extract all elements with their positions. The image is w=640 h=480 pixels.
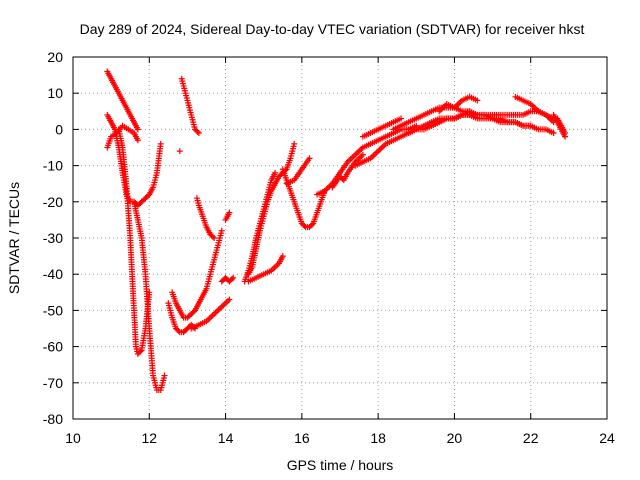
data-point-marker (301, 222, 308, 229)
data-point-marker (550, 130, 557, 137)
data-point-marker (195, 130, 202, 137)
data-point-marker (291, 140, 298, 147)
x-tick-label: 18 (370, 430, 386, 446)
series-arc-r (283, 155, 313, 187)
x-tick-label: 10 (65, 430, 81, 446)
y-tick-label: -20 (43, 194, 63, 210)
plot-frame (72, 56, 608, 420)
data-point-marker (527, 122, 534, 129)
data-point-marker (157, 140, 164, 147)
x-tick-label: 14 (218, 430, 234, 446)
data-point-marker (134, 126, 141, 133)
y-tick-label: -60 (43, 339, 63, 355)
x-tick-label: 12 (141, 430, 157, 446)
series-arc-k (188, 296, 233, 332)
series-arc-i (176, 148, 183, 155)
chart-title: Day 289 of 2024, Sidereal Day-to-day VTE… (80, 21, 585, 37)
data-point-marker (226, 296, 233, 303)
data-point-marker (194, 128, 201, 135)
x-axis-label: GPS time / hours (287, 457, 394, 473)
data-point-marker (175, 327, 182, 334)
series-arc-y (436, 93, 481, 115)
x-tick-label: 16 (294, 430, 310, 446)
data-point-marker (137, 348, 144, 355)
series-arc-x (428, 111, 534, 129)
series-arc-d (115, 126, 153, 357)
series-arc-ac (359, 115, 405, 140)
series-arc-p (245, 253, 286, 285)
data-point-marker (226, 209, 233, 216)
y-tick-label: -80 (43, 411, 63, 427)
y-tick-label: -10 (43, 158, 63, 174)
data-point-marker (474, 97, 481, 104)
series-arc-q (279, 166, 328, 231)
data-point-marker (272, 169, 279, 176)
data-point-marker (145, 192, 152, 199)
series-arc-ab (554, 115, 569, 137)
series-arc-j (193, 195, 218, 241)
data-point-marker (228, 276, 235, 283)
series-arc-v (390, 104, 557, 133)
data-point-marker (279, 253, 286, 260)
data-point-marker (134, 137, 141, 144)
series-arc-c (104, 111, 164, 209)
y-tick-label: 20 (47, 49, 63, 65)
data-point-marker (359, 151, 366, 158)
data-point-marker (562, 130, 569, 137)
axis-ticks: 10 12 14 16 18 20 22 24 20 10 0 -10 -20 -30 -40 -50 -60 -… (43, 49, 615, 446)
y-tick-label: 0 (55, 121, 63, 137)
series-arc-m (222, 209, 233, 223)
data-points (104, 68, 569, 394)
y-tick-label: -50 (43, 302, 63, 318)
series-arc-o (245, 140, 298, 278)
data-point-marker (211, 235, 218, 241)
series-arc-a (104, 122, 141, 151)
data-point-marker (218, 227, 225, 234)
x-tick-label: 24 (599, 430, 615, 446)
x-tick-label: 22 (523, 430, 539, 446)
data-point-marker (209, 233, 216, 240)
data-point-marker (176, 148, 183, 155)
series-arc-b (104, 68, 141, 133)
y-tick-label: -40 (43, 266, 63, 282)
data-point-marker (230, 274, 237, 281)
series-arc-h (178, 75, 202, 137)
data-point-marker (309, 221, 316, 228)
y-axis-label: SDTVAR / TECUs (6, 182, 22, 294)
y-tick-label: -70 (43, 375, 63, 391)
series-arc-z (512, 93, 557, 126)
y-tick-label: 10 (47, 85, 63, 101)
series-arc-e (131, 198, 168, 394)
y-tick-label: -30 (43, 230, 63, 246)
data-point-marker (161, 372, 168, 379)
x-tick-label: 20 (447, 430, 463, 446)
grid-lines (73, 57, 607, 419)
series-arc-t (329, 151, 366, 191)
series-arc-l (218, 274, 237, 285)
series-arc-g (169, 227, 225, 321)
data-point-marker (306, 155, 313, 162)
data-point-marker (398, 115, 405, 122)
data-point-marker (190, 308, 197, 315)
